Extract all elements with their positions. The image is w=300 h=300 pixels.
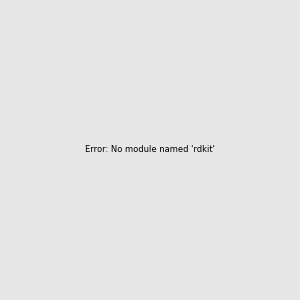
- Text: Error: No module named 'rdkit': Error: No module named 'rdkit': [85, 146, 215, 154]
